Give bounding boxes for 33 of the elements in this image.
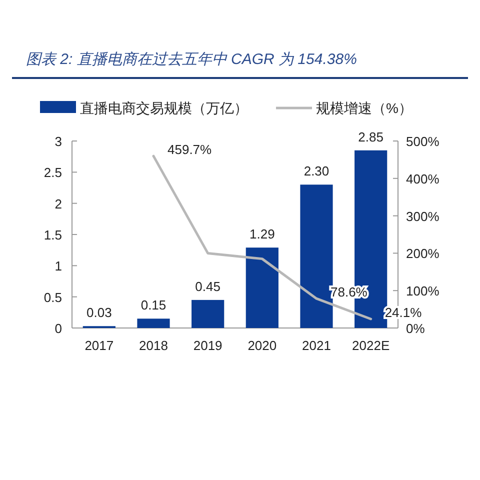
x-tick-label: 2021 bbox=[302, 338, 331, 353]
x-tick-label: 2017 bbox=[84, 338, 114, 353]
x-tick-label: 2022E bbox=[352, 338, 390, 353]
y-tick-label: 0 bbox=[54, 321, 62, 336]
y-tick-label: 1 bbox=[54, 258, 62, 274]
bar bbox=[192, 300, 224, 328]
data-label: 459.7% bbox=[168, 142, 212, 158]
data-label: 0.15 bbox=[140, 298, 166, 313]
bar bbox=[137, 318, 170, 328]
x-tick-label: 2018 bbox=[139, 338, 168, 353]
bar bbox=[246, 248, 278, 328]
y-tick-label: 0.5 bbox=[44, 290, 62, 305]
y-tick-label: 1.5 bbox=[44, 228, 62, 242]
legend-label: 规模增速（%） bbox=[316, 100, 412, 116]
x-tick-label: 2019 bbox=[193, 338, 222, 353]
y-tick-label: 2.5 bbox=[44, 165, 62, 180]
data-label: 0.45 bbox=[195, 278, 220, 294]
legend-label: 直播电商交易规模（万亿） bbox=[80, 100, 248, 116]
chart-title: 图表 2: 直播电商在过去五年中 CAGR 为 154.38% bbox=[26, 51, 357, 68]
y2-tick-label: 0% bbox=[406, 321, 426, 336]
y-tick-label: 3 bbox=[54, 134, 62, 149]
y2-tick-label: 200% bbox=[406, 246, 440, 262]
data-label: 0.03 bbox=[86, 305, 112, 320]
data-label: 2.85 bbox=[358, 129, 384, 144]
y2-tick-label: 400% bbox=[406, 171, 440, 186]
y2-tick-label: 100% bbox=[406, 284, 440, 299]
y2-tick-label: 500% bbox=[406, 134, 440, 149]
data-label: 1.29 bbox=[250, 226, 275, 242]
data-label: 2.30 bbox=[304, 164, 330, 179]
y-tick-label: 2 bbox=[54, 196, 62, 212]
bar bbox=[300, 184, 333, 328]
x-tick-label: 2020 bbox=[248, 338, 277, 353]
y2-tick-label: 300% bbox=[406, 208, 440, 224]
